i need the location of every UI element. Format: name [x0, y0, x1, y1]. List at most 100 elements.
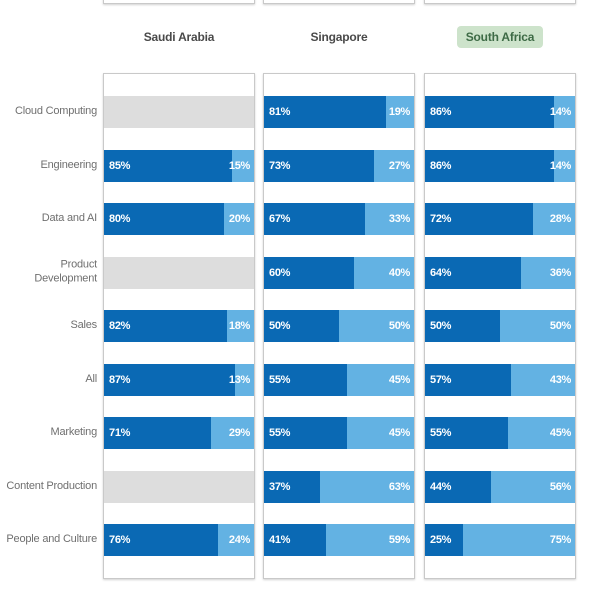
- bar-south-africa-product-development: 64% 36%: [425, 256, 575, 289]
- bar-value-secondary: 40%: [388, 266, 410, 279]
- bar-segment-secondary[interactable]: [231, 149, 254, 182]
- bar-segment-secondary[interactable]: [354, 256, 414, 289]
- bar-segment-secondary[interactable]: [533, 203, 575, 235]
- bar-value-secondary: 33%: [388, 213, 410, 225]
- bar-value-secondary: 24%: [228, 534, 250, 546]
- bar-segment-secondary[interactable]: [554, 149, 575, 182]
- bar-value-primary: 72%: [430, 213, 452, 225]
- row-label-line: Sales: [70, 318, 97, 331]
- bar-south-africa-marketing: 55% 45%: [425, 417, 575, 449]
- bar-segment-primary[interactable]: [104, 417, 211, 449]
- bar-segment-primary[interactable]: [104, 524, 218, 556]
- bar-segment-secondary[interactable]: [339, 310, 414, 342]
- bar-segment-secondary[interactable]: [554, 96, 575, 128]
- bar-singapore-all: 55% 45%: [264, 363, 414, 396]
- bar-saudi-arabia-data-and-ai: 80% 20%: [104, 203, 254, 235]
- bar-segment-primary[interactable]: [104, 310, 227, 342]
- bar-singapore-data-and-ai: 67% 33%: [264, 203, 414, 235]
- bar-segment-secondary[interactable]: [373, 149, 414, 182]
- bar-segment-primary[interactable]: [264, 470, 320, 503]
- bar-segment-primary[interactable]: [264, 149, 374, 182]
- bar-segment-primary[interactable]: [104, 363, 235, 396]
- row-label-cloud-computing: Cloud Computing: [0, 104, 97, 118]
- bar-value-secondary: 43%: [549, 373, 571, 386]
- bar-segment-secondary[interactable]: [224, 203, 254, 235]
- bar-saudi-arabia-all: 87% 13%: [104, 363, 254, 396]
- panel-saudi-arabia: 85% 15% 80% 20% 82% 18% 87% 13% 71% 29% 76% 24%: [103, 73, 255, 579]
- bar-segment-secondary[interactable]: [364, 203, 414, 235]
- bar-segment-secondary[interactable]: [521, 256, 575, 289]
- bar-segment-primary[interactable]: [425, 310, 500, 342]
- bar-segment-secondary[interactable]: [346, 417, 414, 449]
- bar-south-africa-content-production: 44% 56%: [425, 470, 575, 503]
- header-label: Saudi Arabia: [143, 30, 215, 44]
- bar-singapore-marketing: 55% 45%: [264, 417, 414, 449]
- bar-segment-primary[interactable]: [264, 524, 326, 556]
- bar-value-primary: 60%: [269, 266, 291, 279]
- row-label-marketing: Marketing: [0, 425, 98, 439]
- column-header-saudi-arabia[interactable]: Saudi Arabia: [103, 25, 255, 49]
- bar-segment-primary[interactable]: [264, 96, 386, 128]
- bar-value-secondary: 29%: [228, 427, 250, 439]
- bar-segment-primary[interactable]: [425, 96, 554, 128]
- row-label-line: Marketing: [50, 425, 98, 438]
- bar-segment-secondary[interactable]: [500, 310, 575, 342]
- bar-value-primary: 85%: [109, 159, 131, 172]
- clipped-panel-above: [103, 0, 255, 4]
- clipped-panel-above: [424, 0, 576, 4]
- bar-segment-secondary[interactable]: [234, 363, 254, 396]
- bar-segment-primary[interactable]: [425, 470, 491, 503]
- bar-value-secondary: 50%: [388, 320, 410, 332]
- column-header-singapore[interactable]: Singapore: [263, 25, 415, 49]
- bar-value-secondary: 50%: [549, 320, 571, 332]
- bar-segment-primary[interactable]: [104, 203, 224, 235]
- selected-header-highlight: South Africa: [456, 26, 544, 48]
- bar-segment-secondary[interactable]: [319, 470, 414, 503]
- bar-segment-primary[interactable]: [425, 256, 521, 289]
- bar-saudi-arabia-cloud-computing: [104, 96, 254, 128]
- bar-segment-secondary[interactable]: [227, 310, 254, 342]
- bar-value-secondary: 20%: [228, 213, 250, 225]
- bar-segment-primary[interactable]: [264, 310, 339, 342]
- bar-saudi-arabia-content-production: [104, 470, 254, 503]
- bar-value-secondary: 13%: [228, 373, 250, 386]
- bar-segment-secondary[interactable]: [507, 417, 575, 449]
- bar-value-secondary: 18%: [228, 320, 250, 332]
- bar-value-primary: 64%: [430, 266, 452, 279]
- clipped-panel-above: [263, 0, 415, 4]
- bar-segment-secondary[interactable]: [346, 363, 414, 396]
- bar-segment-primary[interactable]: [264, 203, 365, 235]
- bar-no-data: [104, 96, 254, 128]
- column-header-south-africa[interactable]: South Africa: [424, 25, 576, 49]
- bar-value-primary: 55%: [430, 427, 452, 439]
- row-label-line: Cloud Computing: [15, 104, 97, 117]
- bar-segment-primary[interactable]: [425, 363, 511, 396]
- bar-south-africa-people-and-culture: 25% 75%: [425, 524, 575, 556]
- bar-value-secondary: 45%: [549, 427, 571, 439]
- row-label-line: People and Culture: [6, 532, 97, 545]
- row-label-all: All: [0, 371, 97, 385]
- bar-segment-primary[interactable]: [425, 417, 508, 449]
- bar-value-primary: 73%: [269, 159, 291, 172]
- bar-segment-secondary[interactable]: [462, 524, 575, 556]
- bar-value-secondary: 36%: [549, 266, 571, 279]
- bar-segment-primary[interactable]: [425, 149, 554, 182]
- bar-value-secondary: 27%: [388, 159, 410, 172]
- bar-segment-primary[interactable]: [425, 524, 463, 556]
- bar-segment-primary[interactable]: [104, 149, 232, 182]
- bar-segment-primary[interactable]: [264, 363, 347, 396]
- bar-segment-secondary[interactable]: [491, 470, 575, 503]
- bar-segment-secondary[interactable]: [385, 96, 414, 128]
- bar-segment-secondary[interactable]: [218, 524, 254, 556]
- bar-segment-secondary[interactable]: [210, 417, 254, 449]
- bar-segment-secondary[interactable]: [510, 363, 575, 396]
- bar-value-primary: 55%: [269, 373, 291, 386]
- bar-value-primary: 25%: [430, 534, 452, 546]
- bar-singapore-sales: 50% 50%: [264, 310, 414, 342]
- bar-segment-secondary[interactable]: [325, 524, 414, 556]
- bar-segment-primary[interactable]: [425, 203, 533, 235]
- bar-segment-primary[interactable]: [264, 417, 347, 449]
- bar-segment-primary[interactable]: [264, 256, 354, 289]
- bar-value-secondary: 15%: [228, 159, 250, 172]
- bar-south-africa-all: 57% 43%: [425, 363, 575, 396]
